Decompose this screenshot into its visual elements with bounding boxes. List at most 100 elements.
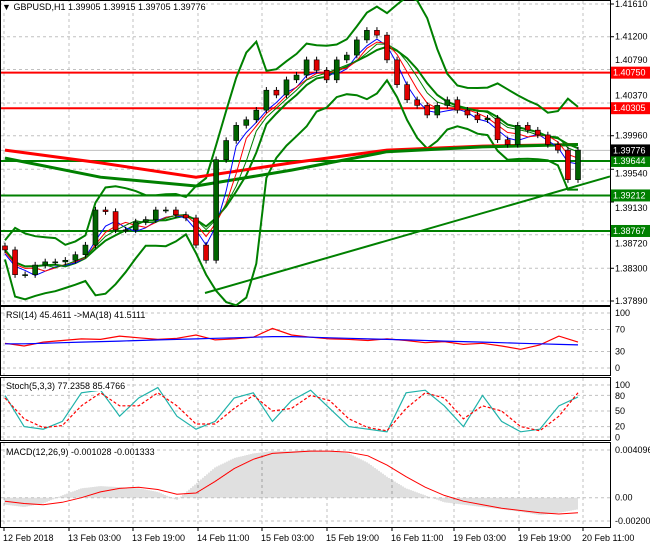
time-label: 20 Feb 11:00	[582, 533, 634, 543]
candle-body	[524, 125, 531, 131]
support-price-label: 1.39644	[613, 156, 646, 166]
indicator-axis-label: -0.002002	[615, 516, 650, 526]
stoch-title: Stoch(5,3,3) 77.2358 85.4766	[6, 381, 126, 391]
time-label: 15 Feb 03:00	[261, 533, 314, 543]
candle-body	[12, 249, 18, 275]
indicator-axis-label: 80	[615, 391, 625, 401]
bollinger-lower	[4, 78, 578, 307]
time-label: 19 Feb 03:00	[453, 533, 506, 543]
candle-body	[112, 211, 119, 231]
candle-body	[545, 134, 551, 145]
price-label: 1.39960	[615, 131, 648, 141]
candle-body	[22, 274, 28, 276]
candle-body	[504, 139, 511, 145]
resistance-price-label: 1.40750	[613, 68, 646, 78]
candle-body	[72, 254, 79, 261]
candle-body	[142, 219, 149, 223]
candle-body	[555, 144, 561, 151]
time-label: 19 Feb 19:00	[518, 533, 571, 543]
pane-frame-0	[0, 0, 611, 306]
time-label: 13 Feb 19:00	[132, 533, 185, 543]
candle-body	[323, 69, 330, 81]
candle-body	[534, 129, 541, 136]
candle-body	[32, 264, 38, 275]
ma-green-line	[4, 143, 579, 188]
candle-body	[42, 261, 49, 266]
indicator-axis-label: 30	[615, 347, 625, 357]
candle-body	[514, 125, 521, 145]
candle-body	[474, 114, 481, 121]
trendline	[204, 175, 611, 294]
symbol-label: GBPUSD,H1	[13, 2, 66, 12]
support-price-box	[611, 154, 650, 167]
candle-body	[384, 34, 390, 61]
indicator-axis-label: 0	[615, 433, 620, 443]
candle-body	[243, 119, 250, 126]
candle-body	[394, 59, 400, 85]
candle-body	[223, 140, 229, 160]
indicator-axis-label: 100	[615, 380, 630, 390]
price-label: 1.39130	[615, 203, 648, 213]
candle-body	[343, 54, 350, 61]
support-price-label: 1.39212	[613, 190, 646, 200]
resistance-price-label: 1.40305	[613, 103, 646, 113]
candle-body	[152, 209, 159, 220]
resistance-price-box	[611, 66, 650, 79]
triangle-down-icon[interactable]: ▼	[2, 2, 11, 12]
fast-ma-line	[4, 43, 579, 269]
chart-header: ▼ GBPUSD,H1 1.39905 1.39915 1.39705 1.39…	[2, 2, 206, 12]
candle-body	[173, 209, 179, 216]
macd-title: MACD(12,26,9) -0.001028 -0.001333	[6, 447, 155, 457]
candle-body	[263, 89, 270, 111]
candle-body	[414, 99, 420, 106]
price-label: 1.41610	[615, 0, 648, 9]
indicator-axis-label: 70	[615, 325, 625, 335]
price-label: 1.41200	[615, 32, 648, 42]
support-price-label: 1.38767	[613, 226, 646, 236]
price-label: 1.38720	[615, 238, 648, 248]
price-label: 1.40790	[615, 55, 648, 65]
candle-body	[313, 59, 320, 71]
support-price-box	[611, 224, 650, 237]
candle-body	[52, 261, 59, 264]
fast-ma-line	[4, 41, 579, 272]
candle-body	[102, 209, 109, 212]
candle-body	[354, 39, 360, 56]
indicator-axis-label: 0.00	[615, 493, 633, 503]
candle-body	[484, 117, 491, 121]
candle-body	[273, 89, 280, 96]
indicator-axis-label: 0.004096	[615, 445, 650, 455]
rsi-line-1	[5, 336, 579, 346]
candle-body	[444, 99, 451, 106]
candle-body	[494, 117, 501, 141]
indicator-axis-label: 0	[615, 363, 620, 373]
price-label: 1.40370	[615, 91, 648, 101]
candle-body	[2, 245, 8, 251]
support-price-box	[611, 189, 650, 202]
rsi-line-0	[4, 327, 579, 350]
candle-body	[364, 30, 370, 41]
price-label: 1.39540	[615, 168, 648, 178]
candle-body	[163, 209, 169, 212]
candle-body	[565, 149, 571, 180]
current-price-box	[611, 144, 650, 157]
time-label: 12 Feb 2018	[3, 533, 54, 543]
candle-body	[132, 221, 139, 231]
candle-body	[464, 109, 471, 116]
time-label: 15 Feb 19:00	[326, 533, 379, 543]
candle-body	[193, 217, 199, 246]
indicator-axis-label: 100	[615, 308, 630, 318]
candle-body	[92, 209, 99, 246]
indicator-axis-label: 50	[615, 406, 625, 416]
rsi-title: RSI(14) 45.4611 ->MA(18) 41.5111	[6, 310, 146, 320]
candle-body	[122, 229, 129, 232]
current-price-label: 1.39776	[613, 145, 646, 155]
ohlc-values: 1.39905 1.39915 1.39705 1.39776	[67, 2, 206, 12]
candle-body	[374, 30, 380, 36]
candle-body	[213, 159, 219, 261]
time-label: 16 Feb 11:00	[391, 533, 443, 543]
fast-ma-line	[4, 38, 579, 277]
price-label: 1.37890	[615, 296, 648, 306]
bollinger-upper	[4, 0, 579, 246]
